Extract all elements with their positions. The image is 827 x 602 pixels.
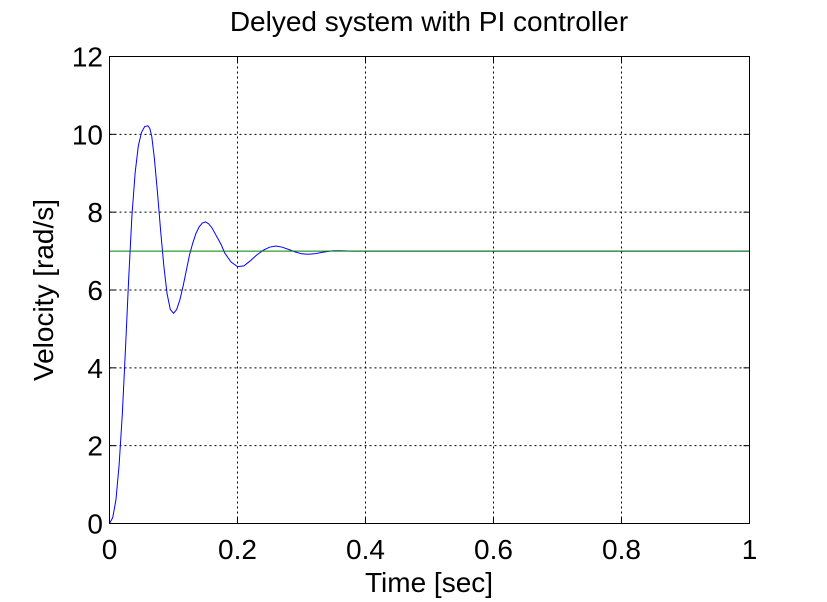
x-tick-label: 0.4 bbox=[346, 534, 385, 565]
y-tick-label: 12 bbox=[72, 42, 103, 73]
x-tick-label: 0.8 bbox=[602, 534, 641, 565]
series-lines bbox=[109, 125, 750, 524]
chart-title: Delyed system with PI controller bbox=[230, 6, 628, 37]
y-tick-label: 6 bbox=[87, 275, 103, 306]
x-tick-label: 1 bbox=[742, 534, 758, 565]
grid-lines bbox=[109, 56, 750, 524]
x-tick-label: 0.6 bbox=[474, 534, 513, 565]
x-axis-label: Time [sec] bbox=[365, 567, 493, 598]
y-axis-label: Velocity [rad/s] bbox=[28, 199, 59, 381]
x-tick-label: 0.2 bbox=[218, 534, 257, 565]
y-tick-label: 10 bbox=[72, 119, 103, 150]
y-tick-label: 4 bbox=[87, 353, 103, 384]
y-tick-label: 8 bbox=[87, 197, 103, 228]
y-tick-label: 2 bbox=[87, 431, 103, 462]
x-tick-label: 0 bbox=[102, 534, 118, 565]
y-tick-label: 0 bbox=[87, 509, 103, 540]
